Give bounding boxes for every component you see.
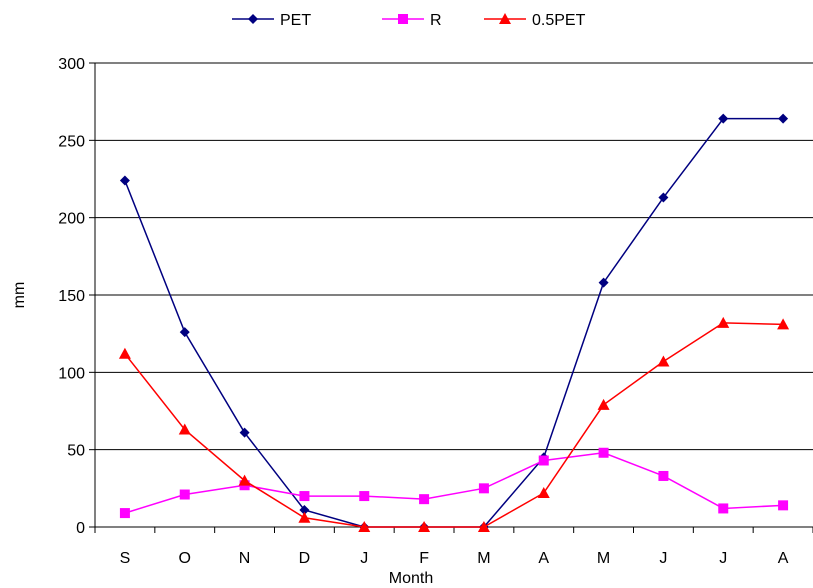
y-axis-title: mm <box>11 282 28 309</box>
y-tick-label: 150 <box>58 288 85 305</box>
data-point <box>778 113 789 124</box>
x-tick-label: A <box>538 550 549 567</box>
data-point <box>179 327 190 338</box>
legend-marker <box>248 14 258 24</box>
series-0-5pet <box>118 316 790 532</box>
data-point <box>537 486 550 498</box>
data-point <box>298 511 311 523</box>
data-point <box>238 474 251 486</box>
series-line <box>124 322 784 528</box>
data-point <box>778 500 789 511</box>
data-point <box>359 491 370 502</box>
x-axis-title: Month <box>389 570 433 587</box>
series-line <box>124 451 784 514</box>
x-tick-label: O <box>179 550 191 567</box>
data-point <box>657 355 670 367</box>
legend-label: R <box>430 12 442 29</box>
data-point <box>598 277 609 288</box>
series-pet <box>119 113 789 532</box>
y-tick-label: 300 <box>58 56 85 73</box>
data-point <box>299 491 310 502</box>
legend-marker <box>499 13 511 24</box>
data-point <box>419 494 430 505</box>
data-point <box>538 455 549 466</box>
gridlines <box>95 62 813 451</box>
data-point <box>239 427 250 438</box>
x-tick-label: M <box>477 550 490 567</box>
x-tick-label: M <box>597 550 610 567</box>
legend-label: PET <box>280 12 311 29</box>
data-point <box>717 316 730 328</box>
data-point <box>478 483 489 494</box>
data-point <box>597 398 610 410</box>
data-point <box>178 423 191 435</box>
y-tick-label: 0 <box>76 520 85 537</box>
series-line <box>124 117 784 528</box>
x-tick-label: A <box>778 550 789 567</box>
legend-marker <box>398 14 408 24</box>
x-tick-label: D <box>299 550 311 567</box>
data-point <box>718 113 729 124</box>
legend-item: R <box>382 12 442 29</box>
series-r <box>119 447 789 519</box>
data-point <box>119 175 130 186</box>
data-point <box>718 503 729 514</box>
data-point <box>477 521 490 532</box>
legend-label: 0.5PET <box>532 12 586 29</box>
x-tick-label: J <box>719 550 727 567</box>
data-point <box>418 521 431 532</box>
y-tick-label: 200 <box>58 211 85 228</box>
x-tick-label: S <box>120 550 131 567</box>
legend-item: 0.5PET <box>484 12 586 29</box>
data-point <box>179 489 190 500</box>
y-tick-labels: 0 50 100 150 200 250 300 <box>58 56 95 537</box>
y-tick-label: 100 <box>58 365 85 382</box>
data-point <box>119 508 130 519</box>
y-tick-label: 50 <box>67 443 85 460</box>
y-tick-label: 250 <box>58 133 85 150</box>
legend-item: PET <box>232 12 311 29</box>
data-point <box>358 521 371 532</box>
data-point <box>658 192 669 203</box>
data-point <box>658 470 669 481</box>
x-tick-label: J <box>659 550 667 567</box>
series-group <box>118 113 790 532</box>
x-tick-label: F <box>419 550 429 567</box>
x-tick-label: J <box>360 550 368 567</box>
data-point <box>598 447 609 458</box>
x-tick-label: N <box>239 550 251 567</box>
legend: PET R 0.5PET <box>232 12 586 29</box>
data-point <box>299 504 310 515</box>
data-point <box>118 347 131 359</box>
data-point <box>777 318 790 330</box>
